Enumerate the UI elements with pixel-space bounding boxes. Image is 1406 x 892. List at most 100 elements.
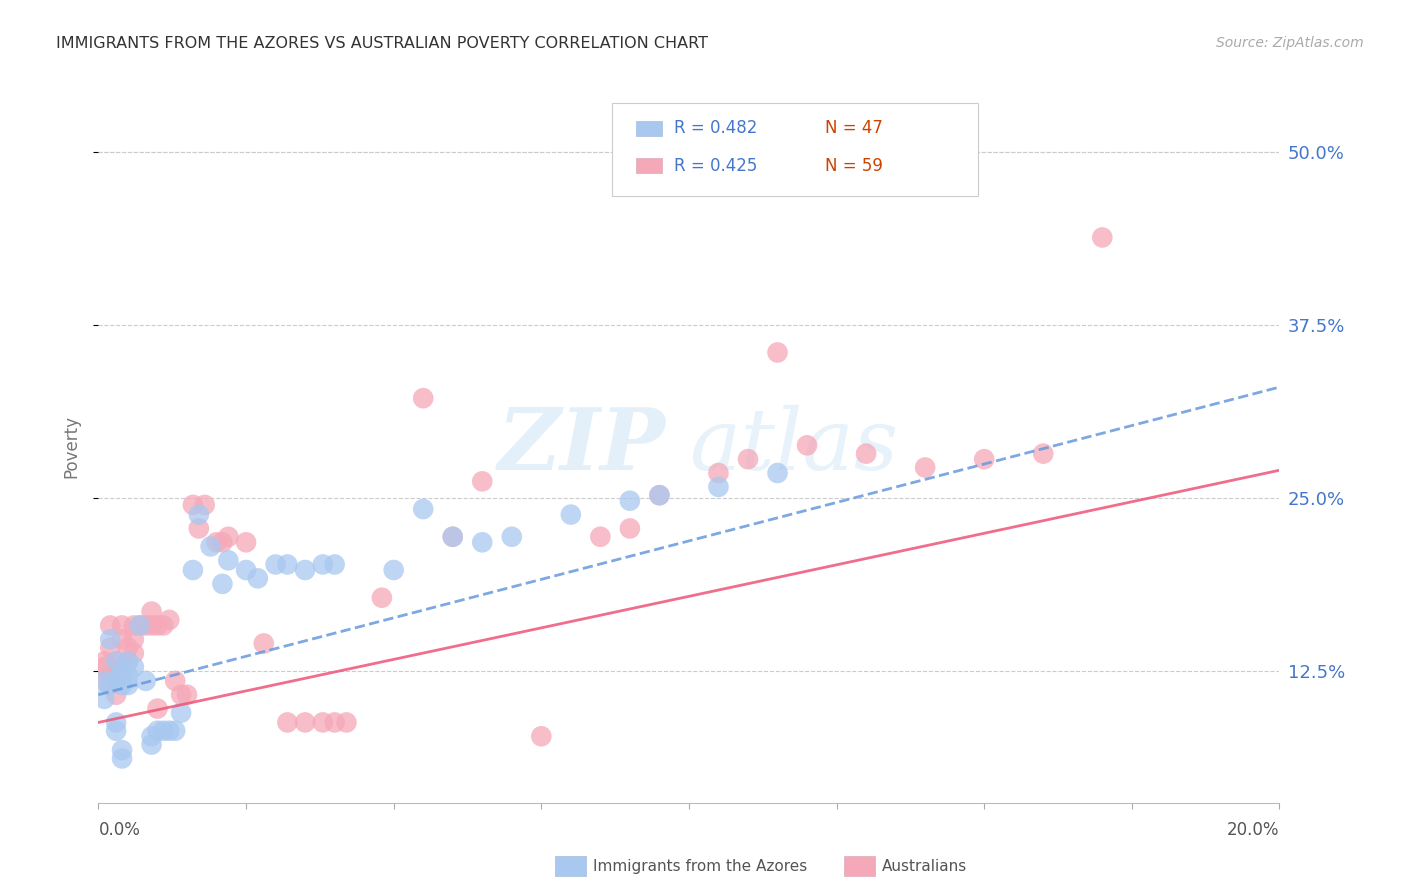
Point xyxy=(117,655,139,669)
Point xyxy=(766,345,789,359)
FancyBboxPatch shape xyxy=(636,158,662,173)
Point xyxy=(105,715,128,730)
Point xyxy=(619,521,641,535)
Point xyxy=(111,678,134,692)
Point xyxy=(111,664,134,678)
Y-axis label: Poverty: Poverty xyxy=(62,415,80,477)
Point xyxy=(135,673,157,688)
Point xyxy=(98,618,121,632)
Point xyxy=(973,452,995,467)
Point xyxy=(276,715,298,730)
Point xyxy=(146,701,169,715)
Point xyxy=(105,655,128,669)
Point xyxy=(98,678,121,692)
Point xyxy=(382,563,405,577)
Point xyxy=(111,751,134,765)
Point xyxy=(471,535,494,549)
Point xyxy=(441,530,464,544)
Point xyxy=(187,521,209,535)
Point xyxy=(796,438,818,452)
Point xyxy=(371,591,394,605)
Point xyxy=(181,563,204,577)
Point xyxy=(111,632,134,647)
Point xyxy=(312,558,335,572)
Point xyxy=(246,571,269,585)
Text: N = 47: N = 47 xyxy=(825,120,883,137)
Point xyxy=(157,723,180,738)
Point xyxy=(165,723,187,738)
Point xyxy=(217,530,239,544)
Point xyxy=(217,553,239,567)
Point xyxy=(441,530,464,544)
Point xyxy=(128,618,150,632)
Point xyxy=(176,688,198,702)
Point xyxy=(187,508,209,522)
Text: R = 0.482: R = 0.482 xyxy=(673,120,756,137)
Point xyxy=(648,488,671,502)
Point xyxy=(135,618,157,632)
Point xyxy=(766,466,789,480)
Point xyxy=(141,605,163,619)
Point xyxy=(707,466,730,480)
Point xyxy=(122,660,145,674)
Point xyxy=(141,618,163,632)
Point xyxy=(200,540,222,554)
Point xyxy=(141,729,163,743)
Point xyxy=(93,655,115,669)
Text: 20.0%: 20.0% xyxy=(1227,821,1279,838)
Point xyxy=(294,715,316,730)
Point xyxy=(170,688,193,702)
Point xyxy=(471,475,494,489)
Point xyxy=(619,493,641,508)
Point xyxy=(117,640,139,655)
Text: IMMIGRANTS FROM THE AZORES VS AUSTRALIAN POVERTY CORRELATION CHART: IMMIGRANTS FROM THE AZORES VS AUSTRALIAN… xyxy=(56,36,709,51)
Point xyxy=(211,577,233,591)
Point xyxy=(105,673,128,688)
Point xyxy=(93,691,115,706)
Point xyxy=(235,563,257,577)
Point xyxy=(855,447,877,461)
Text: atlas: atlas xyxy=(689,405,898,487)
Point xyxy=(105,723,128,738)
Point xyxy=(560,508,582,522)
Point xyxy=(98,668,121,682)
Point xyxy=(105,688,128,702)
Point xyxy=(323,715,346,730)
Point xyxy=(152,618,174,632)
FancyBboxPatch shape xyxy=(636,120,662,136)
Point xyxy=(105,673,128,688)
FancyBboxPatch shape xyxy=(612,103,979,196)
Point xyxy=(111,660,134,674)
Point xyxy=(122,632,145,647)
Point xyxy=(93,673,115,688)
Point xyxy=(152,723,174,738)
Point xyxy=(211,535,233,549)
Point xyxy=(501,530,523,544)
Point xyxy=(105,668,128,682)
Point xyxy=(128,618,150,632)
Point xyxy=(707,480,730,494)
Point xyxy=(157,613,180,627)
Point xyxy=(122,618,145,632)
Point xyxy=(276,558,298,572)
Point xyxy=(294,563,316,577)
Point xyxy=(111,618,134,632)
Text: Source: ZipAtlas.com: Source: ZipAtlas.com xyxy=(1216,36,1364,50)
Point xyxy=(170,706,193,720)
Point xyxy=(146,723,169,738)
Point xyxy=(105,655,128,669)
Point xyxy=(146,618,169,632)
Point xyxy=(323,558,346,572)
Point xyxy=(93,673,115,688)
Point xyxy=(648,488,671,502)
Point xyxy=(122,646,145,660)
Text: ZIP: ZIP xyxy=(498,404,665,488)
Text: 0.0%: 0.0% xyxy=(98,821,141,838)
Point xyxy=(530,729,553,743)
Text: Australians: Australians xyxy=(882,859,967,873)
Point xyxy=(194,498,217,512)
Point xyxy=(117,678,139,692)
Point xyxy=(412,391,434,405)
Text: Immigrants from the Azores: Immigrants from the Azores xyxy=(593,859,807,873)
Text: R = 0.425: R = 0.425 xyxy=(673,157,756,175)
